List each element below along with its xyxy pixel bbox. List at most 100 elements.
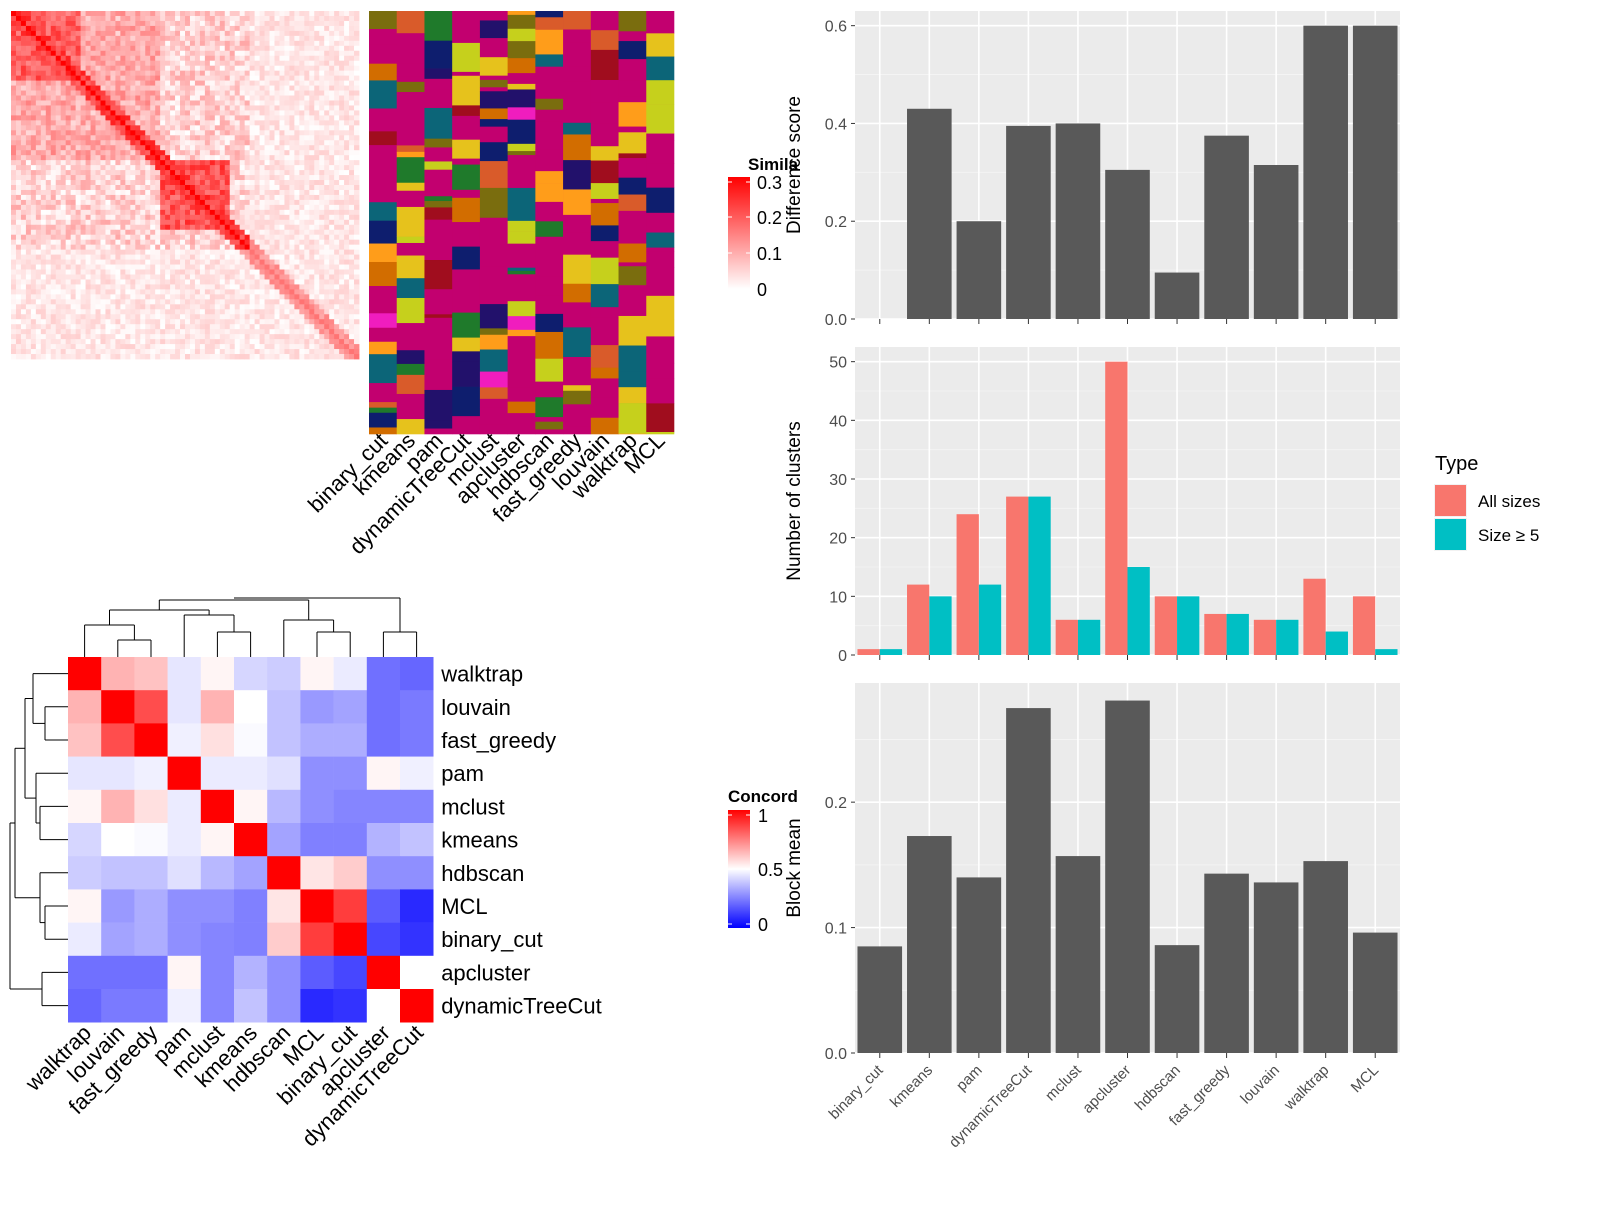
similarity-cell — [35, 324, 42, 330]
similarity-cell — [309, 204, 315, 211]
similarity-cell — [120, 294, 126, 300]
similarity-cell — [145, 289, 151, 295]
similarity-cell — [125, 125, 131, 131]
membership-block — [452, 164, 481, 191]
similarity-cell — [185, 324, 191, 330]
similarity-cell — [15, 100, 22, 106]
similarity-cell — [130, 239, 136, 246]
similarity-cell — [140, 249, 146, 255]
similarity-cell — [110, 224, 116, 231]
similarity-cell — [30, 279, 37, 285]
similarity-cell — [189, 165, 196, 171]
similarity-cell — [254, 294, 260, 300]
similarity-cell — [170, 45, 176, 52]
similarity-cell — [189, 239, 196, 246]
similarity-cell — [155, 30, 161, 37]
similarity-cell — [349, 135, 355, 141]
similarity-cell — [165, 85, 171, 91]
similarity-cell — [150, 229, 156, 236]
similarity-cell — [269, 294, 275, 300]
similarity-cell — [65, 284, 72, 290]
similarity-cell — [209, 209, 216, 216]
membership-block — [452, 312, 481, 338]
similarity-cell — [339, 274, 345, 280]
similarity-cell — [204, 185, 211, 191]
similarity-cell — [194, 264, 201, 270]
similarity-cell — [339, 125, 345, 131]
similarity-cell — [165, 100, 171, 106]
similarity-cell — [130, 180, 136, 186]
similarity-cell — [224, 244, 231, 251]
similarity-cell — [244, 60, 251, 67]
similarity-cell — [115, 329, 121, 335]
similarity-cell — [115, 289, 121, 295]
membership-block — [396, 107, 425, 119]
similarity-cell — [100, 20, 106, 27]
similarity-cell — [274, 100, 280, 106]
similarity-cell — [214, 219, 221, 226]
similarity-cell — [324, 234, 330, 241]
similarity-cell — [289, 175, 295, 181]
similarity-cell — [55, 100, 62, 106]
similarity-cell — [125, 334, 131, 340]
similarity-cell — [274, 194, 280, 201]
similarity-cell — [194, 279, 201, 285]
similarity-cell — [55, 45, 62, 52]
similarity-cell — [254, 219, 260, 226]
similarity-cell — [269, 65, 275, 72]
similarity-cell — [289, 309, 295, 315]
similarity-cell — [145, 344, 151, 350]
similarity-cell — [90, 135, 96, 141]
similarity-cell — [349, 50, 355, 57]
similarity-cell — [30, 274, 37, 280]
similarity-cell — [160, 349, 166, 355]
similarity-cell — [70, 294, 77, 300]
similarity-cell — [120, 339, 126, 345]
similarity-cell — [284, 85, 290, 91]
similarity-cell — [50, 324, 57, 330]
similarity-cell — [70, 145, 77, 151]
similarity-cell — [329, 189, 335, 196]
similarity-cell — [170, 209, 176, 216]
similarity-cell — [110, 165, 116, 171]
similarity-cell — [45, 60, 52, 67]
similarity-cell — [239, 269, 246, 275]
similarity-cell — [284, 60, 290, 67]
similarity-cell — [150, 75, 156, 81]
similarity-cell — [224, 155, 231, 161]
similarity-cell — [264, 259, 270, 265]
similarity-cell — [40, 324, 47, 330]
similarity-cell — [120, 35, 126, 42]
similarity-cell — [90, 219, 96, 226]
similarity-cell — [55, 160, 62, 166]
similarity-cell — [95, 199, 101, 206]
similarity-cell — [40, 175, 47, 181]
similarity-cell — [170, 100, 176, 106]
similarity-cell — [130, 95, 136, 101]
similarity-cell — [349, 45, 355, 52]
similarity-cell — [254, 45, 260, 52]
similarity-cell — [324, 155, 330, 161]
membership-block — [396, 278, 425, 299]
similarity-cell — [170, 264, 176, 270]
similarity-cell — [130, 135, 136, 141]
similarity-cell — [219, 120, 226, 126]
similarity-cell — [329, 25, 335, 32]
similarity-cell — [11, 15, 17, 22]
similarity-cell — [175, 189, 181, 196]
similarity-cell — [100, 304, 106, 310]
similarity-cell — [199, 120, 206, 126]
similarity-cell — [60, 25, 67, 32]
similarity-cell — [354, 170, 360, 176]
similarity-cell — [229, 309, 236, 315]
similarity-cell — [11, 189, 17, 196]
similarity-cell — [135, 30, 141, 37]
similarity-cell — [239, 304, 246, 310]
similarity-cell — [224, 175, 231, 181]
similarity-cell — [204, 199, 211, 206]
similarity-cell — [214, 105, 221, 111]
similarity-cell — [100, 339, 106, 345]
similarity-cell — [284, 55, 290, 62]
similarity-cell — [110, 95, 116, 101]
similarity-cell — [264, 279, 270, 285]
